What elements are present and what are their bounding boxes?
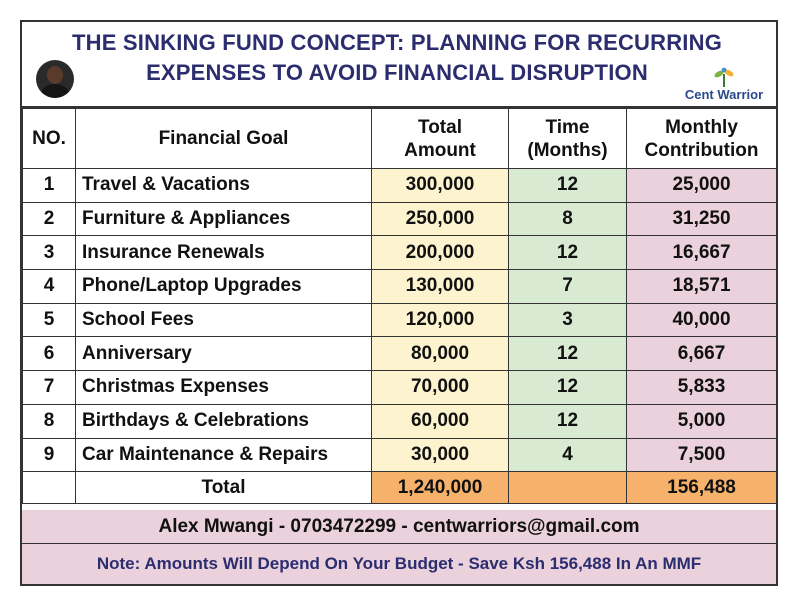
- row-monthly: 5,833: [626, 370, 777, 405]
- total-time-empty: [508, 471, 627, 505]
- row-no: 4: [22, 269, 76, 304]
- header-no: NO.: [22, 108, 76, 169]
- row-time: 8: [508, 201, 627, 237]
- row-time: 12: [508, 370, 627, 405]
- row-goal: Furniture & Appliances: [75, 201, 372, 237]
- row-amount: 120,000: [371, 302, 509, 338]
- plant-sprout-icon: [714, 67, 734, 87]
- total-amount: 1,240,000: [371, 471, 509, 505]
- header-monthly: Monthly Contribution: [626, 108, 777, 169]
- header-monthly-line-2: Contribution: [644, 139, 759, 161]
- header-amount: Total Amount: [371, 108, 509, 169]
- row-amount: 130,000: [371, 269, 509, 304]
- row-amount: 200,000: [371, 235, 509, 271]
- table-row: 7 Christmas Expenses 70,000 12 5,833: [22, 370, 777, 405]
- cent-warrior-logo: Cent Warrior: [676, 66, 772, 106]
- row-amount: 60,000: [371, 403, 509, 439]
- table-header-row: NO. Financial Goal Total Amount Time (Mo…: [22, 108, 777, 169]
- row-amount: 70,000: [371, 370, 509, 405]
- row-amount: 30,000: [371, 437, 509, 473]
- contact-footer: Alex Mwangi - 0703472299 - centwarriors@…: [22, 510, 776, 544]
- row-no: 6: [22, 336, 76, 372]
- total-no-empty: [22, 471, 76, 505]
- logo-text: Cent Warrior: [684, 87, 764, 102]
- row-time: 12: [508, 336, 627, 372]
- row-no: 8: [22, 403, 76, 439]
- row-amount: 250,000: [371, 201, 509, 237]
- sinking-fund-sheet: THE SINKING FUND CONCEPT: PLANNING FOR R…: [20, 20, 778, 586]
- row-time: 12: [508, 168, 627, 203]
- row-monthly: 5,000: [626, 403, 777, 439]
- row-monthly: 6,667: [626, 336, 777, 372]
- header-time: Time (Months): [508, 108, 627, 169]
- row-no: 9: [22, 437, 76, 473]
- row-amount: 80,000: [371, 336, 509, 372]
- table-row: 6 Anniversary 80,000 12 6,667: [22, 336, 777, 372]
- note-footer: Note: Amounts Will Depend On Your Budget…: [22, 544, 776, 584]
- header-time-line-2: (Months): [527, 139, 608, 161]
- row-time: 4: [508, 437, 627, 473]
- row-time: 12: [508, 235, 627, 271]
- table-row: 5 School Fees 120,000 3 40,000: [22, 302, 777, 338]
- row-goal: Insurance Renewals: [75, 235, 372, 271]
- author-avatar: [36, 60, 74, 98]
- row-goal: School Fees: [75, 302, 372, 338]
- row-goal: Birthdays & Celebrations: [75, 403, 372, 439]
- row-monthly: 40,000: [626, 302, 777, 338]
- row-monthly: 7,500: [626, 437, 777, 473]
- table-row: 9 Car Maintenance & Repairs 30,000 4 7,5…: [22, 437, 777, 473]
- row-goal: Car Maintenance & Repairs: [75, 437, 372, 473]
- row-time: 12: [508, 403, 627, 439]
- row-no: 7: [22, 370, 76, 405]
- row-no: 3: [22, 235, 76, 271]
- header-amount-line-1: Total: [418, 116, 462, 138]
- row-monthly: 18,571: [626, 269, 777, 304]
- avatar-body: [41, 84, 69, 98]
- row-monthly: 31,250: [626, 201, 777, 237]
- row-no: 1: [22, 168, 76, 203]
- header: THE SINKING FUND CONCEPT: PLANNING FOR R…: [22, 22, 776, 108]
- row-monthly: 16,667: [626, 235, 777, 271]
- table-row: 1 Travel & Vacations 300,000 12 25,000: [22, 168, 777, 203]
- row-amount: 300,000: [371, 168, 509, 203]
- table-row: 4 Phone/Laptop Upgrades 130,000 7 18,571: [22, 269, 777, 304]
- header-time-line-1: Time: [545, 116, 590, 138]
- title-line-2: EXPENSES TO AVOID FINANCIAL DISRUPTION: [146, 60, 648, 85]
- header-monthly-line-1: Monthly: [665, 116, 738, 138]
- row-no: 2: [22, 201, 76, 237]
- avatar-face: [47, 66, 63, 84]
- row-time: 3: [508, 302, 627, 338]
- table-row: 3 Insurance Renewals 200,000 12 16,667: [22, 235, 777, 271]
- page-title: THE SINKING FUND CONCEPT: PLANNING FOR R…: [62, 28, 732, 88]
- table-row: 8 Birthdays & Celebrations 60,000 12 5,0…: [22, 403, 777, 439]
- header-amount-line-2: Amount: [404, 139, 476, 161]
- row-goal: Christmas Expenses: [75, 370, 372, 405]
- table-row: 2 Furniture & Appliances 250,000 8 31,25…: [22, 201, 777, 237]
- row-time: 7: [508, 269, 627, 304]
- row-monthly: 25,000: [626, 168, 777, 203]
- row-goal: Phone/Laptop Upgrades: [75, 269, 372, 304]
- total-label: Total: [75, 471, 372, 505]
- row-no: 5: [22, 302, 76, 338]
- title-line-1: THE SINKING FUND CONCEPT: PLANNING FOR R…: [71, 30, 723, 55]
- header-goal: Financial Goal: [75, 108, 372, 169]
- total-row: Total 1,240,000 156,488: [22, 471, 777, 505]
- total-monthly: 156,488: [626, 471, 777, 505]
- sinking-fund-table: NO. Financial Goal Total Amount Time (Mo…: [22, 108, 777, 505]
- row-goal: Anniversary: [75, 336, 372, 372]
- row-goal: Travel & Vacations: [75, 168, 372, 203]
